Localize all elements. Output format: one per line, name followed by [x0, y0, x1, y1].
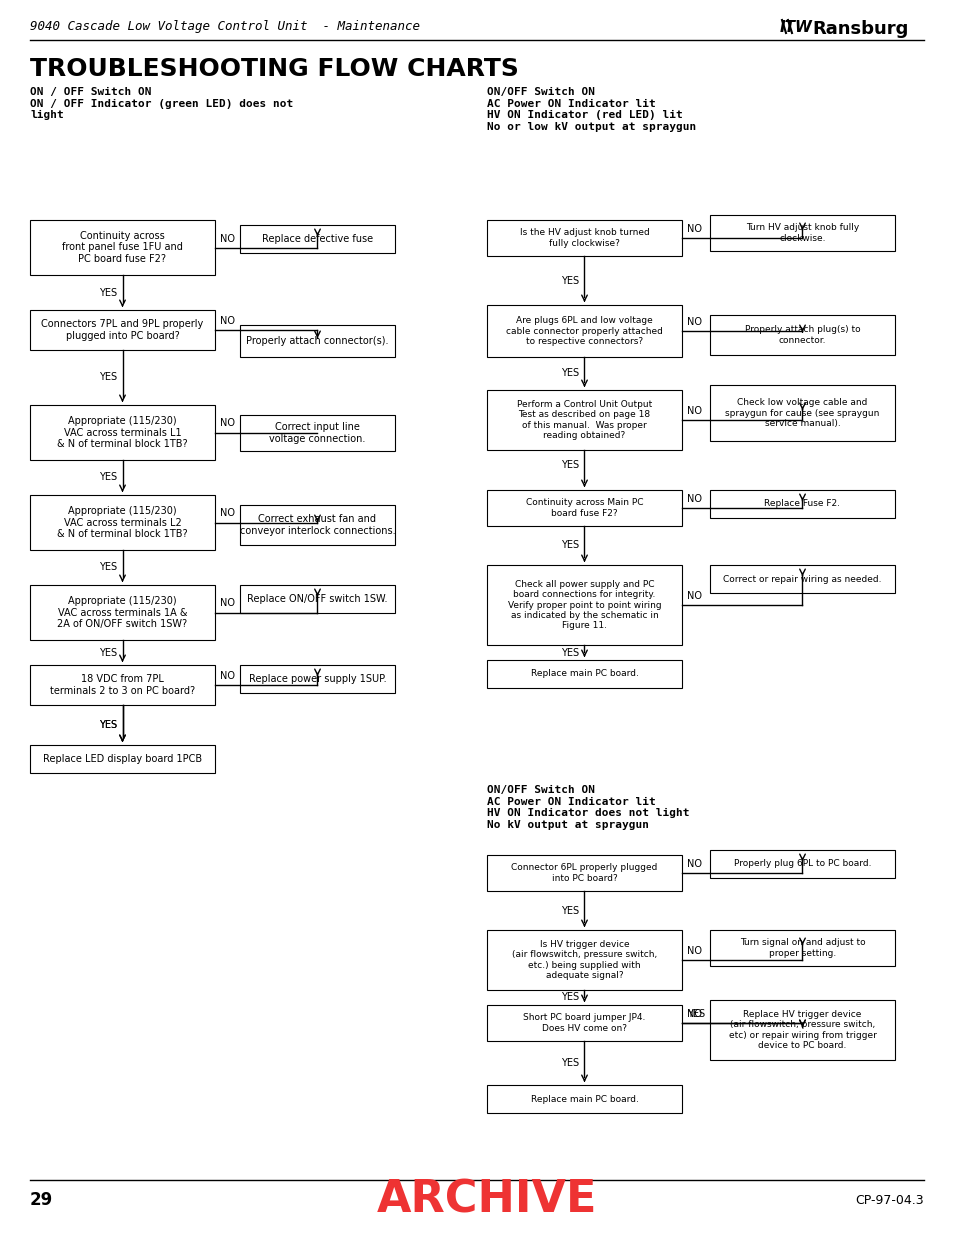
FancyBboxPatch shape — [30, 310, 214, 350]
Text: YES: YES — [560, 541, 578, 551]
FancyBboxPatch shape — [240, 664, 395, 693]
Text: Ransburg: Ransburg — [811, 20, 907, 38]
Text: NO: NO — [220, 316, 234, 326]
Text: Replace defective fuse: Replace defective fuse — [262, 233, 373, 245]
Text: NO: NO — [220, 671, 234, 680]
Text: Properly attach connector(s).: Properly attach connector(s). — [246, 336, 388, 346]
FancyBboxPatch shape — [240, 505, 395, 545]
Text: ON/OFF Switch ON
AC Power ON Indicator lit
HV ON Indicator does not light
No kV : ON/OFF Switch ON AC Power ON Indicator l… — [486, 785, 689, 830]
Text: YES: YES — [99, 562, 117, 573]
Text: Replace power supply 1SUP.: Replace power supply 1SUP. — [249, 674, 386, 684]
Text: NO: NO — [686, 1009, 701, 1019]
Text: NO: NO — [686, 860, 701, 869]
Text: Continuity across
front panel fuse 1FU and
PC board fuse F2?: Continuity across front panel fuse 1FU a… — [62, 231, 183, 264]
FancyBboxPatch shape — [709, 930, 894, 966]
Text: Turn HV adjust knob fully
clockwise.: Turn HV adjust knob fully clockwise. — [745, 224, 859, 243]
Text: Check low voltage cable and
spraygun for cause (see spraygun
service manual).: Check low voltage cable and spraygun for… — [724, 398, 879, 427]
FancyBboxPatch shape — [486, 220, 681, 256]
Text: Replace main PC board.: Replace main PC board. — [530, 669, 638, 678]
Text: NO: NO — [220, 233, 234, 243]
FancyBboxPatch shape — [30, 495, 214, 550]
FancyBboxPatch shape — [240, 585, 395, 613]
Text: Properly plug 6PL to PC board.: Properly plug 6PL to PC board. — [733, 860, 870, 868]
Text: ON / OFF Switch ON
ON / OFF Indicator (green LED) does not
light: ON / OFF Switch ON ON / OFF Indicator (g… — [30, 86, 293, 120]
Text: TROUBLESHOOTING FLOW CHARTS: TROUBLESHOOTING FLOW CHARTS — [30, 57, 518, 82]
Text: Are plugs 6PL and low voltage
cable connector properly attached
to respective co: Are plugs 6PL and low voltage cable conn… — [505, 316, 662, 346]
Text: Perform a Control Unit Output
Test as described on page 18
of this manual.  Was : Perform a Control Unit Output Test as de… — [517, 400, 652, 440]
FancyBboxPatch shape — [240, 325, 395, 357]
FancyBboxPatch shape — [486, 490, 681, 526]
Text: Replace LED display board 1PCB: Replace LED display board 1PCB — [43, 755, 202, 764]
FancyBboxPatch shape — [709, 490, 894, 517]
FancyBboxPatch shape — [709, 385, 894, 441]
Text: NO: NO — [686, 592, 701, 601]
Text: 29: 29 — [30, 1191, 53, 1209]
FancyBboxPatch shape — [30, 220, 214, 275]
FancyBboxPatch shape — [486, 930, 681, 990]
Text: YES: YES — [99, 373, 117, 383]
Text: Is HV trigger device
(air flowswitch, pressure switch,
etc.) being supplied with: Is HV trigger device (air flowswitch, pr… — [512, 940, 657, 981]
Text: ITW: ITW — [780, 20, 812, 35]
Text: NO: NO — [220, 419, 234, 429]
FancyBboxPatch shape — [240, 225, 395, 253]
FancyBboxPatch shape — [709, 850, 894, 878]
Text: ON/OFF Switch ON
AC Power ON Indicator lit
HV ON Indicator (red LED) lit
No or l: ON/OFF Switch ON AC Power ON Indicator l… — [486, 86, 696, 132]
Text: NO: NO — [220, 509, 234, 519]
Text: YES: YES — [560, 647, 578, 657]
FancyBboxPatch shape — [30, 405, 214, 459]
Text: CP-97-04.3: CP-97-04.3 — [855, 1193, 923, 1207]
Text: Replace main PC board.: Replace main PC board. — [530, 1094, 638, 1104]
Text: YES: YES — [560, 993, 578, 1003]
Text: Appropriate (115/230)
VAC across terminals L1
& N of terminal block 1TB?: Appropriate (115/230) VAC across termina… — [57, 416, 188, 450]
FancyBboxPatch shape — [486, 1086, 681, 1113]
Text: Correct or repair wiring as needed.: Correct or repair wiring as needed. — [722, 574, 881, 583]
Text: Check all power supply and PC
board connections for integrity.
Verify proper poi: Check all power supply and PC board conn… — [507, 579, 660, 630]
Text: Replace ON/OFF switch 1SW.: Replace ON/OFF switch 1SW. — [247, 594, 387, 604]
Text: NO: NO — [220, 599, 234, 609]
Text: Replace HV trigger device
(air flowswitch, pressure switch,
etc) or repair wirin: Replace HV trigger device (air flowswitc… — [728, 1010, 876, 1050]
Text: Connectors 7PL and 9PL properly
plugged into PC board?: Connectors 7PL and 9PL properly plugged … — [41, 319, 203, 341]
FancyBboxPatch shape — [486, 564, 681, 645]
Text: Connector 6PL properly plugged
into PC board?: Connector 6PL properly plugged into PC b… — [511, 863, 657, 883]
FancyBboxPatch shape — [486, 305, 681, 357]
Text: NO: NO — [686, 494, 701, 504]
Text: Is the HV adjust knob turned
fully clockwise?: Is the HV adjust knob turned fully clock… — [519, 228, 649, 248]
Text: NO: NO — [686, 224, 701, 233]
FancyBboxPatch shape — [709, 315, 894, 354]
Text: YES: YES — [99, 473, 117, 483]
Text: Correct input line
voltage connection.: Correct input line voltage connection. — [269, 422, 365, 443]
FancyBboxPatch shape — [486, 855, 681, 890]
Text: Continuity across Main PC
board fuse F2?: Continuity across Main PC board fuse F2? — [525, 498, 642, 517]
FancyBboxPatch shape — [30, 664, 214, 705]
Text: Appropriate (115/230)
VAC across terminals L2
& N of terminal block 1TB?: Appropriate (115/230) VAC across termina… — [57, 506, 188, 540]
FancyBboxPatch shape — [709, 564, 894, 593]
Text: YES: YES — [560, 368, 578, 378]
Text: 9040 Cascade Low Voltage Control Unit  - Maintenance: 9040 Cascade Low Voltage Control Unit - … — [30, 20, 419, 33]
FancyBboxPatch shape — [486, 1005, 681, 1041]
FancyBboxPatch shape — [486, 390, 681, 450]
FancyBboxPatch shape — [30, 585, 214, 640]
Text: YES: YES — [560, 1058, 578, 1068]
Text: YES: YES — [99, 720, 117, 730]
Text: Appropriate (115/230)
VAC across terminals 1A &
2A of ON/OFF switch 1SW?: Appropriate (115/230) VAC across termina… — [57, 597, 188, 629]
Text: Correct exhaust fan and
conveyor interlock connections.: Correct exhaust fan and conveyor interlo… — [239, 514, 395, 536]
FancyBboxPatch shape — [709, 215, 894, 251]
Text: YES: YES — [686, 1009, 704, 1019]
Text: YES: YES — [99, 288, 117, 298]
FancyBboxPatch shape — [240, 415, 395, 451]
Text: YES: YES — [560, 275, 578, 285]
Text: YES: YES — [99, 647, 117, 657]
Text: YES: YES — [560, 459, 578, 471]
Text: NO: NO — [686, 317, 701, 327]
Text: NO: NO — [686, 406, 701, 416]
Text: Replace Fuse F2.: Replace Fuse F2. — [763, 499, 840, 509]
Text: Turn signal on and adjust to
proper setting.: Turn signal on and adjust to proper sett… — [739, 939, 864, 957]
Text: YES: YES — [99, 720, 117, 730]
FancyBboxPatch shape — [30, 745, 214, 773]
Text: YES: YES — [560, 905, 578, 915]
FancyBboxPatch shape — [486, 659, 681, 688]
Text: Properly attach plug(s) to
connector.: Properly attach plug(s) to connector. — [744, 325, 860, 345]
FancyBboxPatch shape — [709, 1000, 894, 1060]
Text: 18 VDC from 7PL
terminals 2 to 3 on PC board?: 18 VDC from 7PL terminals 2 to 3 on PC b… — [50, 674, 194, 695]
Text: NO: NO — [686, 946, 701, 956]
